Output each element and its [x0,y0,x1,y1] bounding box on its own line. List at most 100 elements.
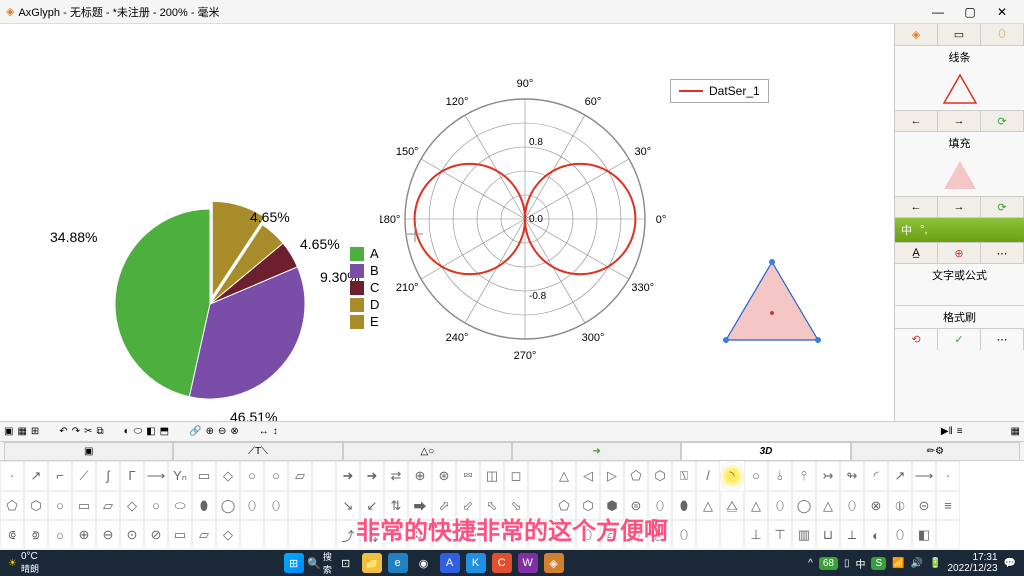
tb-grid2-icon[interactable]: ▦ [1011,426,1020,437]
shape-cell[interactable]: ⊝ [912,491,936,521]
format-more[interactable]: ⋯ [981,329,1024,350]
shape-cell[interactable]: ⬠ [624,461,648,491]
tb-redo-icon[interactable]: ↷ [72,426,80,437]
shape-cell[interactable] [696,520,720,550]
shape-cell[interactable]: ▭ [192,461,216,491]
shape-cell[interactable]: ◜ [864,461,888,491]
shape-cell[interactable]: ⬯ [768,491,792,521]
tb-link-icon[interactable]: 🔗 [189,426,201,437]
edge-icon[interactable]: e [388,553,408,573]
format-apply[interactable]: ✓ [938,329,981,350]
shape-cell[interactable]: ⬡ [24,491,48,521]
minimize-button[interactable]: — [922,2,954,22]
shape-cell[interactable] [312,491,336,521]
shape-cell[interactable]: ⊛ [432,461,456,491]
shape-cell[interactable]: ⟋ [72,461,96,491]
shape-cell[interactable]: ⇄ [384,461,408,491]
shape-cell[interactable]: ⊘ [144,520,168,550]
shape-cell[interactable]: / [696,461,720,491]
shape-cell[interactable]: ◐ [864,520,888,550]
tab-4[interactable]: ➜ [512,442,681,460]
shape-cell[interactable]: ⬭ [168,491,192,521]
tb-shape4-icon[interactable]: ⬒ [160,426,169,437]
tray-power-icon[interactable]: 🔋 [929,558,941,569]
text-style-1[interactable]: A̲ [895,243,938,263]
app-k-icon[interactable]: K [466,553,486,573]
shape-cell[interactable]: ○ [744,461,768,491]
shape-cell[interactable]: ↬ [840,461,864,491]
shape-cell[interactable]: ▱ [288,461,312,491]
shape-cell[interactable]: ⊖ [96,520,120,550]
shape-cell[interactable]: ⊤ [768,520,792,550]
shape-cell[interactable]: ⊥ [744,520,768,550]
weather-widget[interactable]: ☀ 0°C 晴朗 [8,551,39,575]
shape-cell[interactable]: ⍂ [672,461,696,491]
tray-notif-icon[interactable]: 💬 [1004,558,1016,569]
search-button[interactable]: 🔍搜索 [310,553,330,573]
shape-cell[interactable]: ⊔ [816,520,840,550]
shape-cell[interactable] [288,520,312,550]
tab-1[interactable]: ▣ [4,442,173,460]
shape-cell[interactable]: ○ [264,461,288,491]
tb-bold-icon[interactable]: ▣ [4,426,13,437]
shape-cell[interactable] [312,461,336,491]
shape-cell[interactable]: ↗ [888,461,912,491]
shape-cell[interactable]: △ [744,491,768,521]
fill-arrow-right-button[interactable]: → [938,197,981,217]
shape-cell[interactable]: ◇ [216,461,240,491]
tb-shape3-icon[interactable]: ◧ [146,426,155,437]
tray-volume-icon[interactable]: 🔊 [911,558,923,569]
tb-misc3-icon[interactable]: ⊗ [230,426,238,437]
shape-cell[interactable]: ⫰ [768,461,792,491]
shape-cell[interactable]: ▱ [192,520,216,550]
shape-cell[interactable]: ▱ [96,491,120,521]
shape-cell[interactable]: ⬯ [840,491,864,521]
sidebar-tab-layers[interactable]: ◈ [895,24,938,45]
shape-cell[interactable]: ⬯ [240,491,264,521]
tab-6[interactable]: ✏⚙ [851,442,1020,460]
fill-arrow-left-button[interactable]: ← [895,197,938,217]
start-button[interactable]: ⊞ [284,553,304,573]
maximize-button[interactable]: ▢ [954,2,986,22]
shape-cell[interactable]: ≡ [936,491,960,521]
shape-cell[interactable] [288,491,312,521]
format-eyedropper[interactable]: ⟲ [895,329,938,350]
shape-cell[interactable]: ⟂ [840,520,864,550]
shape-cell[interactable]: · [936,461,960,491]
shape-cell[interactable]: △ [696,491,720,521]
tb-misc2-icon[interactable]: ⊖ [218,426,226,437]
shape-cell[interactable]: ⊙ [120,520,144,550]
tray-battery-icon[interactable]: ▯ [844,558,850,569]
shape-cell[interactable]: ↗ [24,461,48,491]
shape-cell[interactable]: ◧ [912,520,936,550]
ime-indicator[interactable]: 中°, [895,218,1024,242]
shape-cell[interactable]: ⬠ [0,491,24,521]
shape-cell[interactable] [264,520,288,550]
clock[interactable]: 17:31 2022/12/23 [947,552,997,574]
shape-cell[interactable]: ⫯ [792,461,816,491]
shape-cell[interactable] [240,520,264,550]
tb-play-icon[interactable]: ▶‖ [941,426,953,437]
shape-cell[interactable]: ○ [48,520,72,550]
shape-cell[interactable]: ∫ [96,461,120,491]
shape-cell[interactable] [936,520,960,550]
shape-cell[interactable]: ⧋ [720,491,744,521]
shape-cell[interactable]: ➜ [336,461,360,491]
shape-cell[interactable]: ⮹ [456,461,480,491]
shape-cell[interactable]: · [0,461,24,491]
shape-cell[interactable]: Yₙ [168,461,192,491]
shape-cell[interactable]: ⊗ [864,491,888,521]
tray-ime-icon[interactable]: 中 [855,556,865,571]
tb-align-icon[interactable]: ▦ [17,426,26,437]
shape-cell[interactable]: ◻ [504,461,528,491]
tray-badge[interactable]: 68 [819,557,838,570]
tb-shape2-icon[interactable]: ⬭ [134,426,143,437]
tab-2[interactable]: ⟋T⟍ [173,442,342,460]
shape-cell[interactable]: ◁ [576,461,600,491]
shape-cell[interactable]: ⬯ [888,520,912,550]
shape-cell[interactable]: ⬯ [264,491,288,521]
shape-cell[interactable]: △ [552,461,576,491]
close-button[interactable]: ✕ [986,2,1018,22]
app-a-icon[interactable]: A [440,553,460,573]
tab-3d[interactable]: 3D [681,442,850,460]
